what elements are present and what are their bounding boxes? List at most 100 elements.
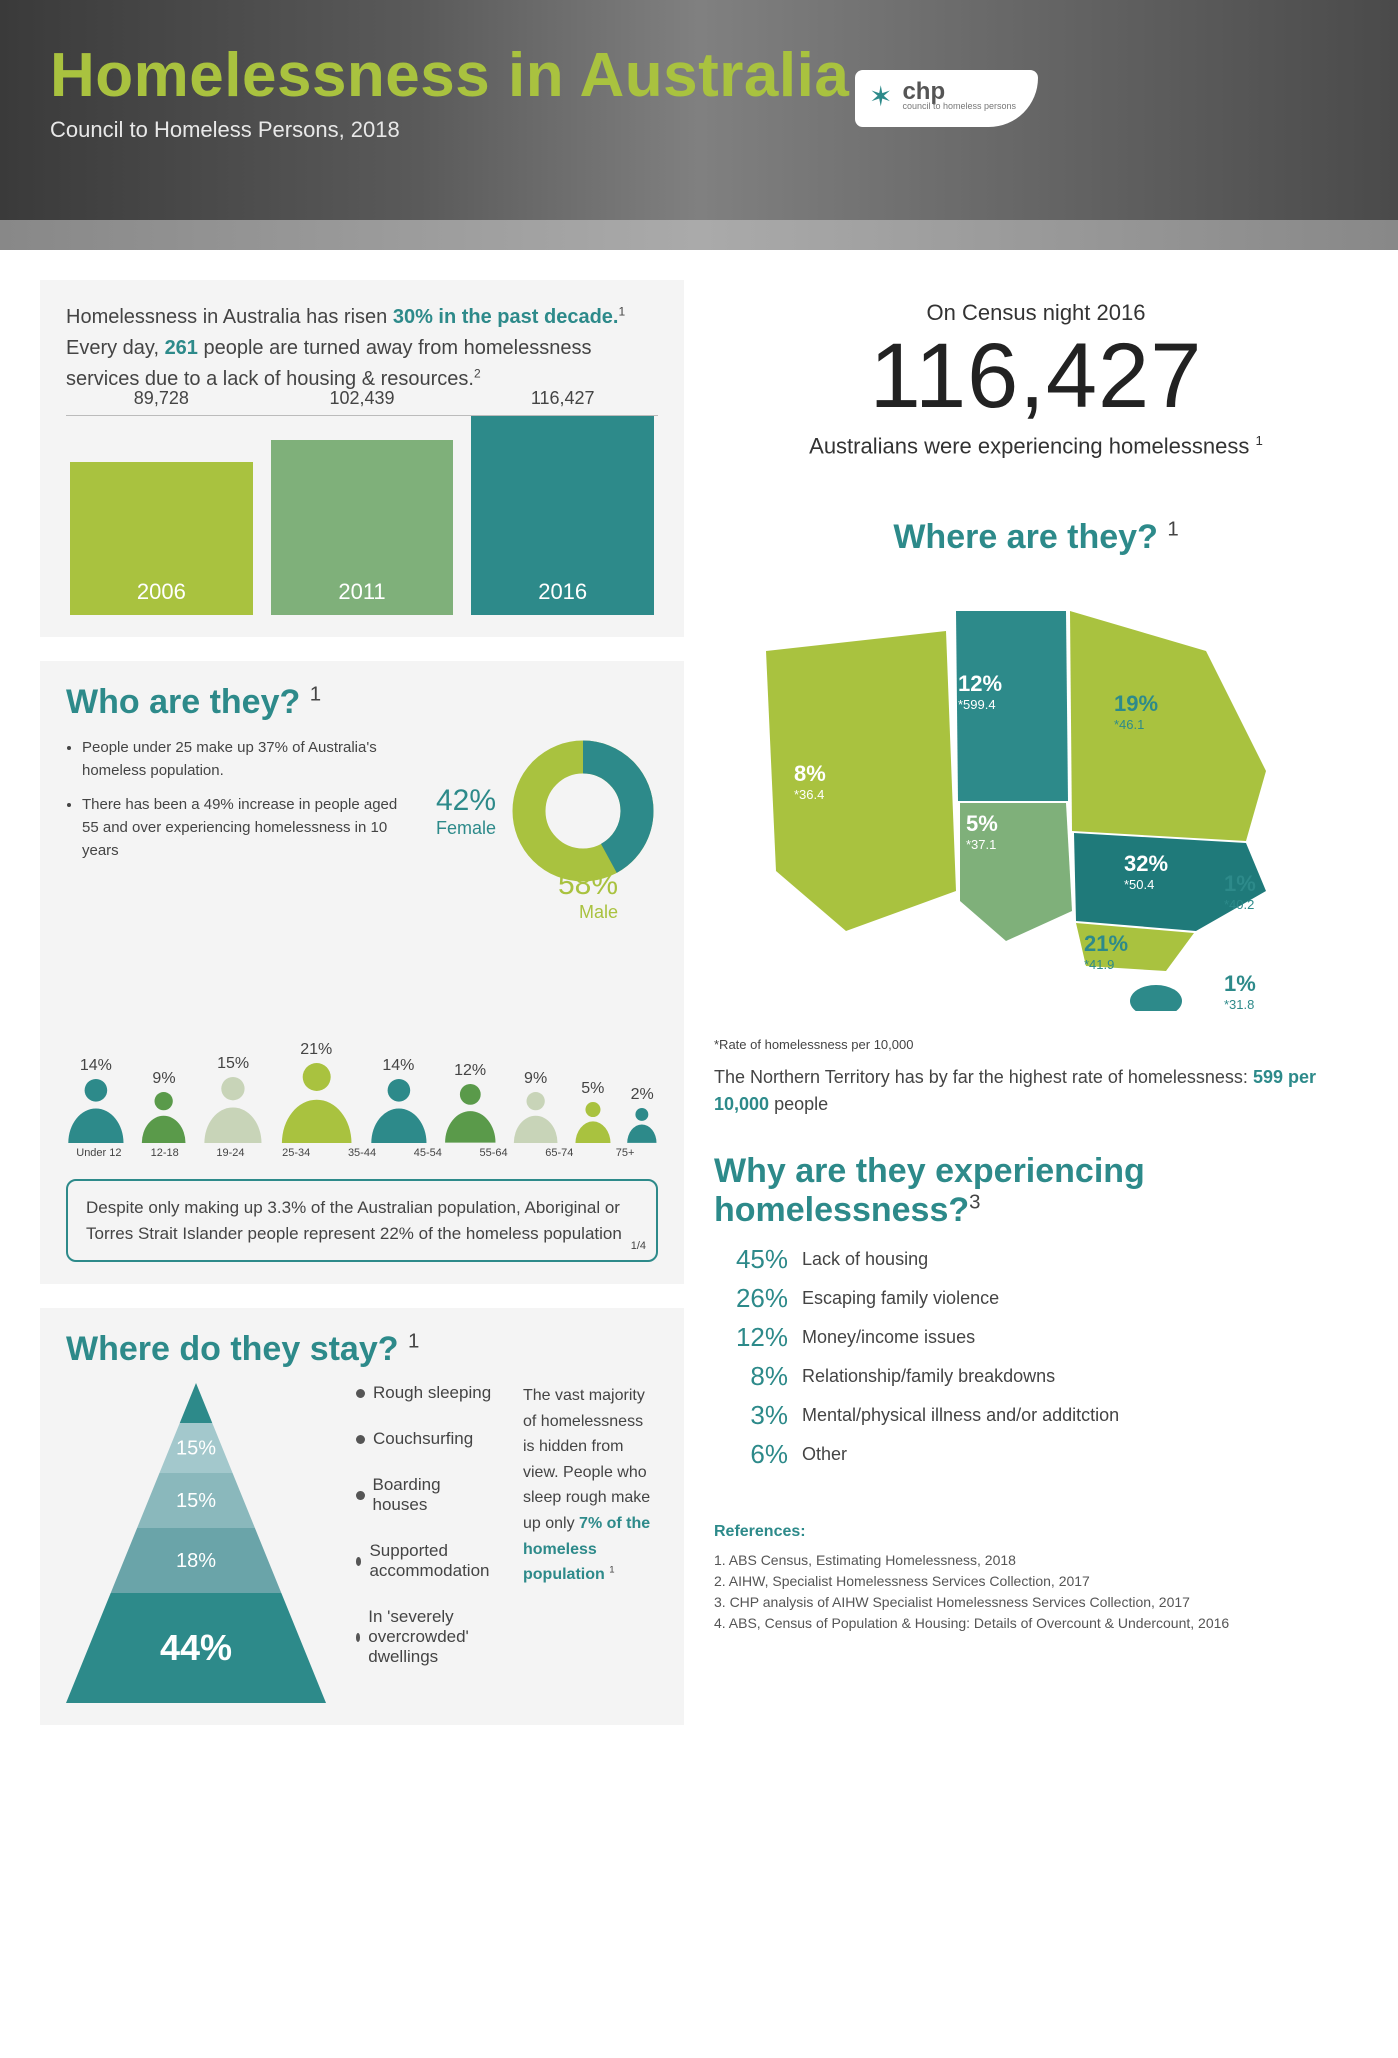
big-stat-number: 116,427 xyxy=(724,326,1348,427)
age-pct: 14% xyxy=(80,1057,112,1075)
pyramid-label-text: Couchsurfing xyxy=(373,1429,473,1449)
pyramid-labels: Rough sleeping Couchsurfing Boarding house… xyxy=(356,1383,493,1703)
female-label: Female xyxy=(436,818,496,839)
page-title: Homelessness in Australia xyxy=(50,40,1348,111)
state-pct: 8% xyxy=(794,761,826,787)
map-caption: The Northern Territory has by far the hi… xyxy=(714,1064,1358,1118)
why-text: Other xyxy=(802,1444,847,1465)
why-pct: 8% xyxy=(714,1361,788,1392)
female-pct: 42% xyxy=(436,784,496,818)
pyramid-label-row: Rough sleeping xyxy=(356,1383,493,1403)
age-pct: 14% xyxy=(382,1057,414,1075)
state-pct: 12% xyxy=(958,671,1002,697)
age-person-icon: 9% xyxy=(512,1070,559,1143)
reference-item: 2. AIHW, Specialist Homelessness Service… xyxy=(714,1571,1358,1592)
intro-panel: Homelessness in Australia has risen 30% … xyxy=(40,280,684,637)
where-ref: 1 xyxy=(1167,518,1178,540)
references: References: 1. ABS Census, Estimating Ho… xyxy=(714,1520,1358,1634)
state-rate: *41.9 xyxy=(1084,957,1128,972)
intro-highlight-1: 30% in the past decade. xyxy=(393,306,619,328)
svg-text:18%: 18% xyxy=(176,1550,216,1572)
who-bullets: People under 25 make up 37% of Australia… xyxy=(66,736,416,886)
map-caption-suffix: people xyxy=(769,1094,828,1114)
who-bullet: People under 25 make up 37% of Australia… xyxy=(82,736,416,783)
bar-value: 116,427 xyxy=(471,388,654,409)
age-label: 65-74 xyxy=(526,1147,592,1159)
state-label: 8%*36.4 xyxy=(794,761,826,802)
rate-note: *Rate of homelessness per 10,000 xyxy=(714,1037,1358,1052)
why-row: 12% Money/income issues xyxy=(714,1322,1358,1353)
bar-value: 102,439 xyxy=(271,388,454,409)
state-pct: 32% xyxy=(1124,851,1168,877)
why-text: Money/income issues xyxy=(802,1327,975,1348)
state-label: 5%*37.1 xyxy=(966,811,998,852)
why-pct: 26% xyxy=(714,1283,788,1314)
bar-value: 89,728 xyxy=(70,388,253,409)
map-caption-prefix: The Northern Territory has by far the hi… xyxy=(714,1067,1253,1087)
stay-heading-text: Where do they stay? xyxy=(66,1330,399,1368)
bar-chart: 89,728 2006 102,439 2011 116,427 2016 xyxy=(66,415,658,615)
australia-map: 8%*36.412%*599.419%*46.15%*37.132%*50.42… xyxy=(714,571,1358,1031)
stay-side-ref: 1 xyxy=(609,1565,614,1576)
state-pct: 21% xyxy=(1084,931,1128,957)
state-pct: 1% xyxy=(1224,871,1256,897)
big-stat-ref: 1 xyxy=(1256,433,1263,448)
age-person-icon: 2% xyxy=(626,1086,658,1143)
who-ref: 1 xyxy=(310,684,321,706)
age-label: 75+ xyxy=(592,1147,658,1159)
dot-icon xyxy=(356,1389,365,1398)
why-panel: Why are they experiencing homelessness?3… xyxy=(714,1152,1358,1478)
gender-donut: 42% Female xyxy=(436,736,658,886)
where-heading: Where are they? 1 xyxy=(714,518,1358,557)
pyramid-chart: 7%15%15%18%44% xyxy=(66,1383,326,1703)
big-stat-top: On Census night 2016 xyxy=(724,300,1348,326)
why-text: Lack of housing xyxy=(802,1249,928,1270)
why-row: 6% Other xyxy=(714,1439,1358,1470)
pyramid-label-row: Boarding houses xyxy=(356,1475,493,1515)
why-heading-text: Why are they experiencing homelessness? xyxy=(714,1152,1145,1229)
why-pct: 3% xyxy=(714,1400,788,1431)
bar-year: 2016 xyxy=(471,569,654,615)
age-pct: 9% xyxy=(524,1070,547,1088)
state-label: 32%*50.4 xyxy=(1124,851,1168,892)
state-rate: *37.1 xyxy=(966,837,998,852)
state-label: 1%*40.2 xyxy=(1224,871,1256,912)
donut-icon xyxy=(508,736,658,886)
where-panel: Where are they? 1 8%*36.412%*599.419%*46… xyxy=(714,508,1358,1128)
age-label: 45-54 xyxy=(395,1147,461,1159)
why-pct: 45% xyxy=(714,1244,788,1275)
state-rate: *36.4 xyxy=(794,787,826,802)
svg-text:44%: 44% xyxy=(160,1627,232,1668)
why-ref: 3 xyxy=(969,1191,980,1213)
age-chart: 14% 9% 15% 21% 14% 12% 9% 5% xyxy=(66,953,658,1143)
why-pct: 6% xyxy=(714,1439,788,1470)
age-label: 35-44 xyxy=(329,1147,395,1159)
why-heading: Why are they experiencing homelessness?3 xyxy=(714,1152,1358,1230)
age-pct: 12% xyxy=(454,1062,486,1080)
big-stat-bottom-text: Australians were experiencing homelessne… xyxy=(809,434,1249,459)
state-label: 12%*599.4 xyxy=(958,671,1002,712)
why-text: Escaping family violence xyxy=(802,1288,999,1309)
who-heading-text: Who are they? xyxy=(66,683,300,721)
reference-item: 4. ABS, Census of Population & Housing: … xyxy=(714,1613,1358,1634)
stay-heading: Where do they stay? 1 xyxy=(66,1330,658,1369)
why-pct: 12% xyxy=(714,1322,788,1353)
chp-badge: ✶ chp council to homeless persons xyxy=(855,70,1038,127)
age-label: 12-18 xyxy=(132,1147,198,1159)
why-text: Relationship/family breakdowns xyxy=(802,1366,1055,1387)
dot-icon xyxy=(356,1557,361,1566)
pyramid-label-text: Rough sleeping xyxy=(373,1383,491,1403)
age-person-icon: 5% xyxy=(574,1080,612,1143)
age-labels: Under 1212-1819-2425-3435-4445-5455-6465… xyxy=(66,1147,658,1159)
stay-side-prefix: The vast majority of homelessness is hid… xyxy=(523,1387,650,1532)
age-label: 55-64 xyxy=(461,1147,527,1159)
age-person-icon: 12% xyxy=(443,1062,498,1143)
age-pct: 2% xyxy=(631,1086,654,1104)
age-pct: 15% xyxy=(217,1055,249,1073)
why-row: 45% Lack of housing xyxy=(714,1244,1358,1275)
note-text: Despite only making up 3.3% of the Austr… xyxy=(86,1198,622,1243)
pyramid-label-row: Supported accommodation xyxy=(356,1541,493,1581)
age-pct: 21% xyxy=(300,1041,332,1059)
state-label: 1%*31.8 xyxy=(1224,971,1256,1012)
pyramid-label-text: Supported accommodation xyxy=(369,1541,493,1581)
